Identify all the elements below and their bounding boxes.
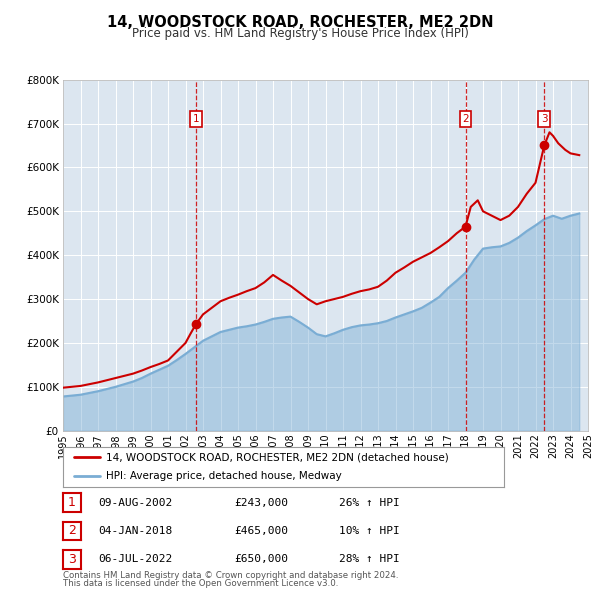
Text: This data is licensed under the Open Government Licence v3.0.: This data is licensed under the Open Gov…	[63, 579, 338, 588]
Text: £465,000: £465,000	[234, 526, 288, 536]
Text: 1: 1	[193, 114, 199, 124]
Text: £650,000: £650,000	[234, 555, 288, 564]
Text: 09-AUG-2002: 09-AUG-2002	[98, 498, 172, 507]
Text: 3: 3	[541, 114, 548, 124]
Text: 10% ↑ HPI: 10% ↑ HPI	[338, 526, 400, 536]
Text: Price paid vs. HM Land Registry's House Price Index (HPI): Price paid vs. HM Land Registry's House …	[131, 27, 469, 40]
Text: 06-JUL-2022: 06-JUL-2022	[98, 555, 172, 564]
Text: 1: 1	[68, 496, 76, 509]
Text: 14, WOODSTOCK ROAD, ROCHESTER, ME2 2DN: 14, WOODSTOCK ROAD, ROCHESTER, ME2 2DN	[107, 15, 493, 30]
Text: £243,000: £243,000	[234, 498, 288, 507]
Text: 14, WOODSTOCK ROAD, ROCHESTER, ME2 2DN (detached house): 14, WOODSTOCK ROAD, ROCHESTER, ME2 2DN (…	[106, 453, 449, 463]
Text: 3: 3	[68, 553, 76, 566]
Text: 04-JAN-2018: 04-JAN-2018	[98, 526, 172, 536]
Text: HPI: Average price, detached house, Medway: HPI: Average price, detached house, Medw…	[106, 471, 342, 481]
Text: Contains HM Land Registry data © Crown copyright and database right 2024.: Contains HM Land Registry data © Crown c…	[63, 571, 398, 580]
Text: 2: 2	[462, 114, 469, 124]
Text: 28% ↑ HPI: 28% ↑ HPI	[338, 555, 400, 564]
Text: 26% ↑ HPI: 26% ↑ HPI	[338, 498, 400, 507]
Text: 2: 2	[68, 525, 76, 537]
